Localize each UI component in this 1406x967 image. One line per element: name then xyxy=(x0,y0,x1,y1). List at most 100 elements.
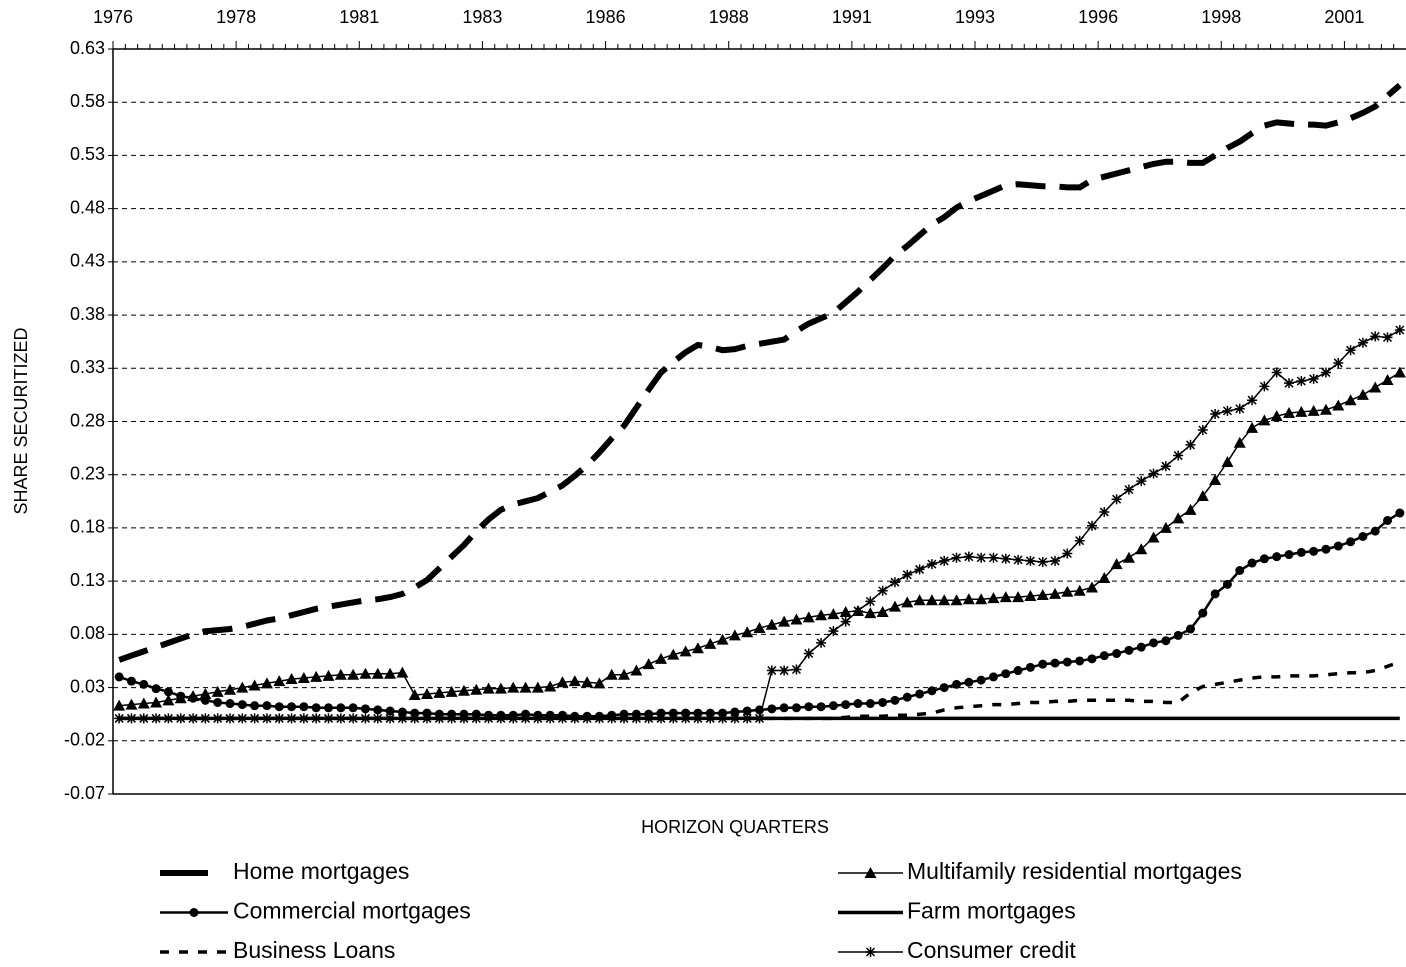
marker-star xyxy=(742,713,753,724)
marker-star xyxy=(126,713,137,724)
marker-circle xyxy=(952,679,962,689)
marker-star xyxy=(323,713,334,724)
marker-star xyxy=(828,626,839,637)
marker-star xyxy=(397,713,408,724)
marker-triangle xyxy=(334,668,347,680)
marker-triangle xyxy=(753,621,766,633)
marker-circle xyxy=(1333,541,1343,551)
marker-circle xyxy=(1186,624,1195,634)
marker-circle xyxy=(385,706,395,716)
marker-star xyxy=(495,713,506,724)
marker-star xyxy=(249,713,260,724)
marker-circle xyxy=(976,675,986,685)
marker-triangle xyxy=(1221,455,1234,467)
marker-triangle xyxy=(765,618,778,630)
marker-star xyxy=(680,713,691,724)
marker-triangle xyxy=(482,682,495,694)
marker-circle xyxy=(397,707,407,717)
y-tick-label: 0.48 xyxy=(70,197,105,217)
marker-circle xyxy=(1284,550,1294,560)
marker-triangle xyxy=(470,683,483,695)
marker-circle xyxy=(1112,649,1122,659)
marker-triangle xyxy=(975,593,988,605)
marker-triangle xyxy=(519,681,532,693)
marker-star xyxy=(385,713,396,724)
marker-triangle xyxy=(494,682,507,694)
marker-triangle xyxy=(790,613,803,625)
marker-circle xyxy=(964,677,974,687)
marker-star xyxy=(655,713,666,724)
x-tick-label: 1991 xyxy=(832,7,872,27)
marker-triangle xyxy=(827,608,840,620)
marker-circle xyxy=(373,705,383,715)
marker-star xyxy=(545,713,556,724)
marker-circle xyxy=(988,672,998,682)
marker-circle xyxy=(1161,636,1171,646)
marker-star xyxy=(692,713,703,724)
marker-star xyxy=(803,648,814,659)
marker-triangle xyxy=(1098,571,1111,583)
marker-triangle xyxy=(1085,581,1098,593)
marker-triangle xyxy=(1344,394,1357,406)
marker-circle xyxy=(915,689,925,699)
marker-star xyxy=(151,713,162,724)
marker-circle xyxy=(1296,547,1306,557)
marker-circle xyxy=(151,684,161,694)
marker-triangle xyxy=(987,592,1000,604)
marker-circle xyxy=(1358,531,1368,541)
x-tick-label: 1998 xyxy=(1201,7,1241,27)
marker-triangle xyxy=(1258,414,1271,426)
marker-triangle xyxy=(1196,490,1209,501)
marker-triangle xyxy=(605,668,618,680)
marker-star xyxy=(926,559,937,570)
marker-star xyxy=(286,713,297,724)
marker-star xyxy=(779,665,790,676)
marker-triangle xyxy=(322,669,335,681)
marker-triangle xyxy=(1270,410,1283,422)
marker-star xyxy=(1074,535,1085,546)
marker-star xyxy=(1234,403,1245,414)
marker-star xyxy=(508,713,519,724)
marker-star xyxy=(1247,395,1258,406)
marker-circle xyxy=(804,702,814,712)
marker-triangle xyxy=(1122,551,1135,563)
x-tick-label: 1996 xyxy=(1078,7,1118,27)
marker-triangle xyxy=(1369,381,1382,393)
marker-star xyxy=(963,551,974,562)
x-tick-label: 1986 xyxy=(586,7,626,27)
marker-star xyxy=(951,552,962,563)
marker-star xyxy=(138,713,149,724)
y-tick-label: 0.03 xyxy=(70,676,105,696)
marker-star xyxy=(791,664,802,675)
marker-triangle xyxy=(1356,388,1369,400)
marker-star xyxy=(594,713,605,724)
x-tick-label: 1983 xyxy=(462,7,502,27)
marker-star xyxy=(939,555,950,566)
marker-star xyxy=(360,713,371,724)
marker-circle xyxy=(1383,515,1393,525)
marker-star xyxy=(1013,554,1024,565)
marker-circle xyxy=(1247,558,1257,568)
y-tick-label: 0.28 xyxy=(70,410,105,430)
marker-triangle xyxy=(347,668,360,680)
series-line xyxy=(118,511,1401,718)
marker-triangle xyxy=(236,681,249,693)
marker-star xyxy=(569,713,580,724)
marker-star xyxy=(1050,555,1061,566)
marker-star xyxy=(471,713,482,724)
marker-star xyxy=(582,713,593,724)
marker-triangle xyxy=(125,698,138,710)
marker-triangle xyxy=(223,683,236,695)
marker-triangle xyxy=(211,685,224,697)
marker-triangle xyxy=(1393,366,1406,378)
marker-triangle xyxy=(137,697,150,709)
marker-triangle xyxy=(950,594,963,606)
marker-star xyxy=(434,713,445,724)
marker-star xyxy=(1123,484,1134,495)
marker-circle xyxy=(779,703,789,713)
marker-triangle xyxy=(691,642,704,654)
marker-star xyxy=(1136,476,1147,487)
y-tick-label: 0.63 xyxy=(70,38,105,58)
marker-circle xyxy=(730,707,740,717)
